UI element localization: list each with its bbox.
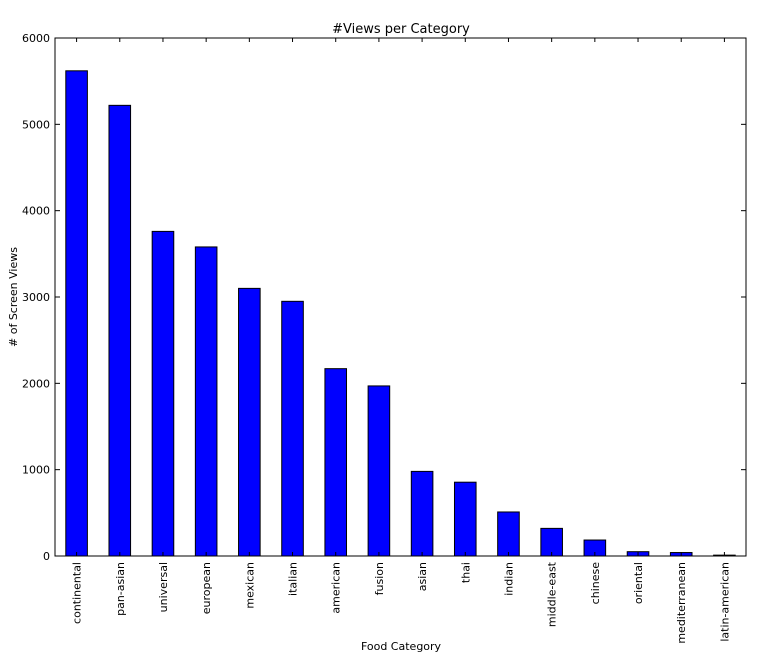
- bar-mexican: [238, 287, 261, 557]
- chart-title: #Views per Category: [332, 22, 470, 37]
- bar-universal: [151, 230, 175, 557]
- bar-italian: [281, 300, 304, 557]
- bar-fusion: [367, 385, 391, 557]
- x-tick-label-asian: asian: [416, 562, 429, 591]
- y-axis-label: # of Screen Views: [7, 247, 20, 347]
- bar-pan-asian: [108, 104, 132, 557]
- x-axis-label: Food Category: [361, 640, 442, 653]
- y-tick-label: 5000: [22, 118, 50, 131]
- x-tick-label-pan-asian: pan-asian: [114, 562, 127, 616]
- bar-thai: [453, 481, 477, 557]
- x-tick-label-continental: continental: [71, 562, 84, 624]
- x-tick-label-mexican: mexican: [243, 562, 256, 609]
- x-axis-ticks: continental pan-asian universal european mex…: [71, 38, 731, 644]
- x-tick-label-oriental: oriental: [632, 562, 645, 604]
- bar-middle-east: [540, 527, 563, 557]
- plot-frame: [54, 37, 747, 557]
- x-tick-label-chinese: chinese: [589, 562, 602, 605]
- bar-continental: [65, 70, 88, 557]
- y-tick-label: 6000: [22, 32, 50, 45]
- bar-european: [194, 246, 218, 557]
- bar-american: [324, 368, 348, 557]
- x-tick-label-indian: indian: [502, 562, 515, 596]
- x-tick-label-universal: universal: [157, 562, 170, 612]
- x-tick-label-mediterranean: mediterranean: [675, 562, 688, 644]
- bar-asian: [410, 470, 434, 557]
- bar-indian: [497, 511, 520, 557]
- x-tick-label-italian: italian: [287, 562, 300, 596]
- y-tick-label: 3000: [22, 291, 50, 304]
- x-tick-label-european: european: [200, 562, 213, 614]
- x-tick-label-thai: thai: [459, 562, 472, 583]
- x-tick-label-american: american: [330, 562, 343, 614]
- y-tick-label: 0: [43, 550, 50, 563]
- x-tick-label-middle-east: middle-east: [546, 561, 559, 627]
- y-tick-label: 2000: [22, 377, 50, 390]
- y-tick-label: 1000: [22, 464, 50, 477]
- bars-group: [65, 70, 736, 557]
- y-axis-ticks: 0 1000 2000 3000 4000 5000 6000: [22, 32, 746, 563]
- x-tick-label-fusion: fusion: [373, 562, 386, 595]
- y-tick-label: 4000: [22, 205, 50, 218]
- x-tick-label-latin-american: latin-american: [718, 562, 731, 642]
